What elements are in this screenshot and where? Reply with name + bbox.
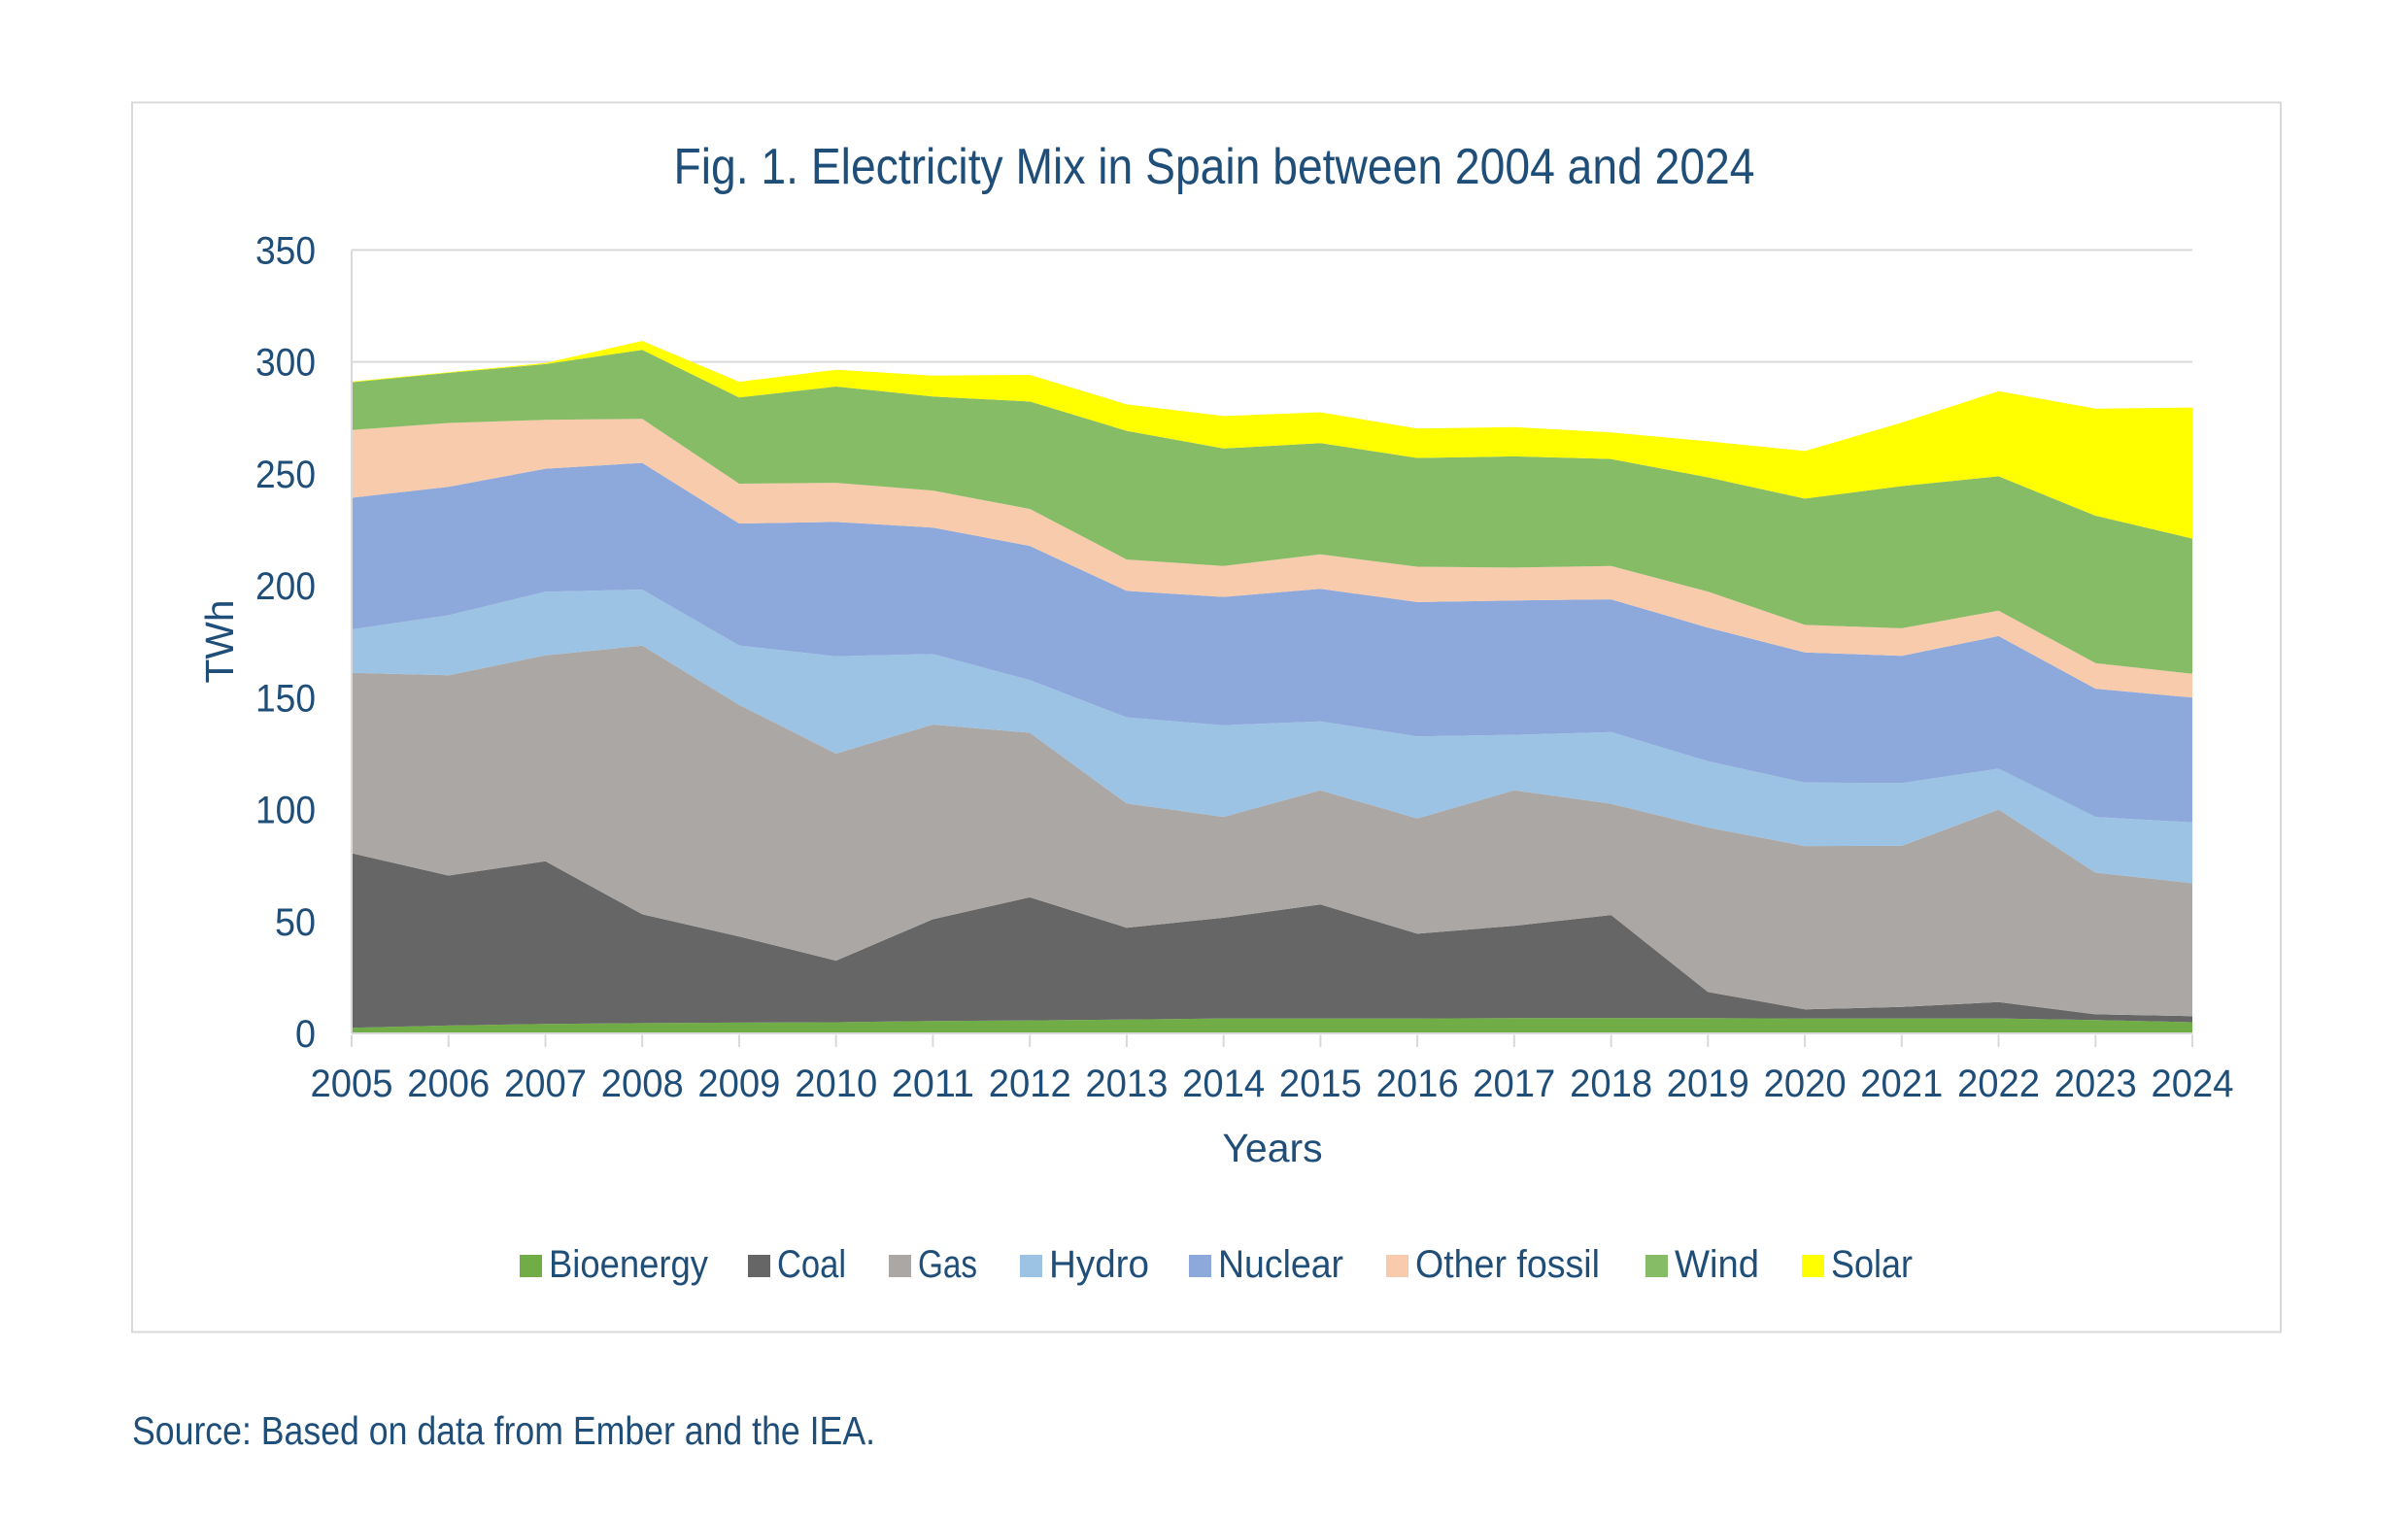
svg-text:Source: Based on data from Emb: Source: Based on data from Ember and the… [132, 1408, 875, 1453]
svg-text:2010: 2010 [795, 1063, 877, 1105]
svg-text:Nuclear: Nuclear [1218, 1243, 1343, 1286]
svg-text:Solar: Solar [1831, 1243, 1913, 1286]
svg-text:2018: 2018 [1570, 1063, 1652, 1105]
svg-text:Years: Years [1222, 1126, 1322, 1170]
svg-text:Coal: Coal [777, 1243, 846, 1286]
svg-text:50: 50 [275, 901, 316, 944]
svg-text:2019: 2019 [1667, 1063, 1749, 1105]
svg-text:0: 0 [295, 1013, 316, 1056]
svg-text:300: 300 [255, 342, 316, 385]
svg-text:2011: 2011 [892, 1063, 974, 1105]
svg-text:2021: 2021 [1860, 1063, 1943, 1105]
svg-text:2022: 2022 [1957, 1063, 2040, 1105]
svg-text:200: 200 [255, 565, 316, 608]
svg-text:Other fossil: Other fossil [1415, 1243, 1600, 1286]
svg-text:2005: 2005 [311, 1063, 393, 1105]
svg-text:150: 150 [255, 677, 316, 720]
svg-text:100: 100 [255, 790, 316, 832]
svg-text:Wind: Wind [1675, 1243, 1759, 1286]
svg-text:TWh: TWh [197, 600, 242, 684]
svg-text:Bioenergy: Bioenergy [549, 1243, 708, 1286]
svg-text:Fig. 1. Electricity Mix in Spa: Fig. 1. Electricity Mix in Spain between… [674, 139, 1755, 195]
svg-text:2015: 2015 [1279, 1063, 1362, 1105]
svg-text:2008: 2008 [601, 1063, 684, 1105]
svg-text:2014: 2014 [1182, 1063, 1265, 1105]
svg-text:350: 350 [255, 229, 316, 272]
svg-text:2009: 2009 [697, 1063, 780, 1105]
svg-text:2023: 2023 [2054, 1063, 2137, 1105]
svg-text:2020: 2020 [1764, 1063, 1847, 1105]
svg-text:250: 250 [255, 454, 316, 496]
svg-text:2007: 2007 [504, 1063, 587, 1105]
svg-text:2013: 2013 [1085, 1063, 1168, 1105]
svg-text:2017: 2017 [1473, 1063, 1555, 1105]
svg-text:2012: 2012 [989, 1063, 1071, 1105]
svg-text:2006: 2006 [407, 1063, 490, 1105]
svg-text:Gas: Gas [918, 1243, 977, 1286]
svg-text:2024: 2024 [2152, 1063, 2234, 1105]
svg-text:Hydro: Hydro [1049, 1243, 1149, 1286]
svg-text:2016: 2016 [1376, 1063, 1459, 1105]
